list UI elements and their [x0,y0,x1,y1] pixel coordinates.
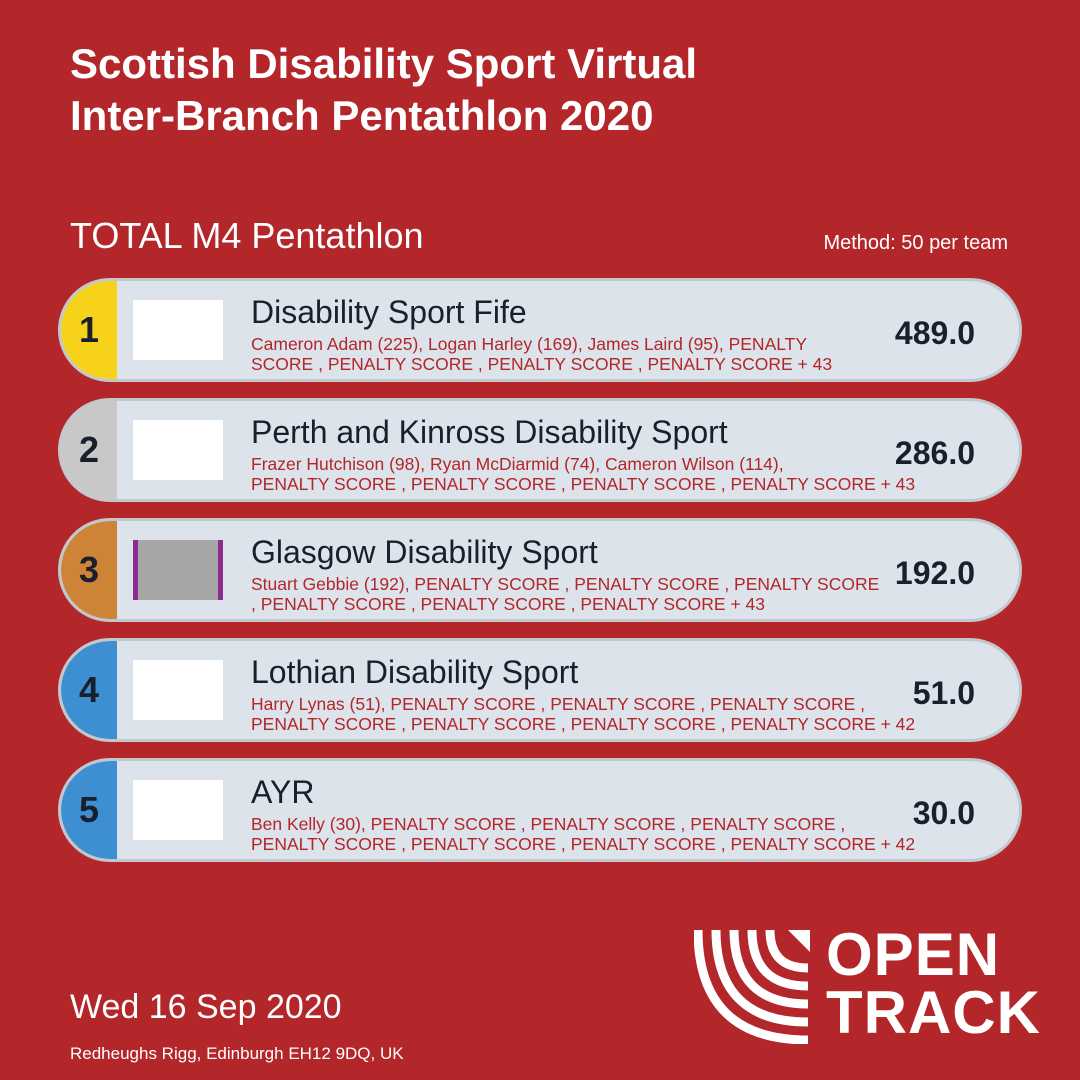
athlete-list: Stuart Gebbie (192), PENALTY SCORE , PEN… [251,574,1011,614]
rank-badge: 5 [61,761,117,859]
result-row-2[interactable]: 2 Perth and Kinross Disability Sport Fra… [58,398,1022,502]
athlete-list: Frazer Hutchison (98), Ryan McDiarmid (7… [251,454,1011,494]
athlete-list-line2: , PENALTY SCORE , PENALTY SCORE , PENALT… [251,594,765,614]
athlete-list: Cameron Adam (225), Logan Harley (169), … [251,334,1011,374]
rank-badge: 3 [61,521,117,619]
team-score: 51.0 [912,675,975,711]
opentrack-wordmark: OPEN TRACK [826,921,1041,1046]
team-score: 489.0 [894,315,975,351]
athlete-list-line2: SCORE , PENALTY SCORE , PENALTY SCORE , … [251,354,833,374]
event-venue: Redheughs Rigg, Edinburgh EH12 9DQ, UK [70,1044,404,1063]
rank-badge: 2 [61,401,117,499]
team-logo [133,780,223,840]
result-row-5[interactable]: 5 AYR Ben Kelly (30), PENALTY SCORE , PE… [58,758,1022,862]
team-score: 192.0 [894,555,975,591]
athlete-list: Harry Lynas (51), PENALTY SCORE , PENALT… [251,694,1011,734]
athlete-list-line2: PENALTY SCORE , PENALTY SCORE , PENALTY … [251,714,916,734]
result-row-3[interactable]: 3 Glasgow Disability Sport Stuart Gebbie… [58,518,1022,622]
team-name: AYR [251,774,315,810]
opentrack-logo[interactable]: OPEN TRACK [694,921,1054,1046]
team-score: 286.0 [894,435,975,471]
athlete-list-line1: Frazer Hutchison (98), Ryan McDiarmid (7… [251,454,784,474]
page-title-line1: Scottish Disability Sport Virtual [70,40,698,87]
team-name: Perth and Kinross Disability Sport [251,414,728,450]
team-score: 30.0 [912,795,975,831]
team-name: Glasgow Disability Sport [251,534,598,570]
athlete-list-line2: PENALTY SCORE , PENALTY SCORE , PENALTY … [251,834,916,854]
athlete-list: Ben Kelly (30), PENALTY SCORE , PENALTY … [251,814,1011,854]
page-title: Scottish Disability Sport Virtual Inter-… [70,38,970,142]
result-row-4[interactable]: 4 Lothian Disability Sport Harry Lynas (… [58,638,1022,742]
athlete-list-line1: Stuart Gebbie (192), PENALTY SCORE , PEN… [251,574,880,594]
athlete-list-line2: PENALTY SCORE , PENALTY SCORE , PENALTY … [251,474,916,494]
athlete-list-line1: Ben Kelly (30), PENALTY SCORE , PENALTY … [251,814,846,834]
opentrack-logo-icon [694,929,810,1044]
results-list: 1 Disability Sport Fife Cameron Adam (22… [58,278,1022,878]
result-row-1[interactable]: 1 Disability Sport Fife Cameron Adam (22… [58,278,1022,382]
brand-line1: OPEN [826,921,1001,988]
brand-line2: TRACK [826,979,1041,1046]
rank-badge: 4 [61,641,117,739]
athlete-list-line1: Harry Lynas (51), PENALTY SCORE , PENALT… [251,694,865,714]
event-date: Wed 16 Sep 2020 [70,988,342,1026]
athlete-list-line1: Cameron Adam (225), Logan Harley (169), … [251,334,808,354]
page-title-line2: Inter-Branch Pentathlon 2020 [70,92,654,139]
team-logo [133,420,223,480]
team-logo [133,300,223,360]
team-name: Lothian Disability Sport [251,654,579,690]
rank-badge: 1 [61,281,117,379]
team-logo [133,540,223,600]
event-name: TOTAL M4 Pentathlon [70,215,424,256]
scoring-method: Method: 50 per team [823,232,1008,254]
team-name: Disability Sport Fife [251,294,527,330]
team-logo [133,660,223,720]
